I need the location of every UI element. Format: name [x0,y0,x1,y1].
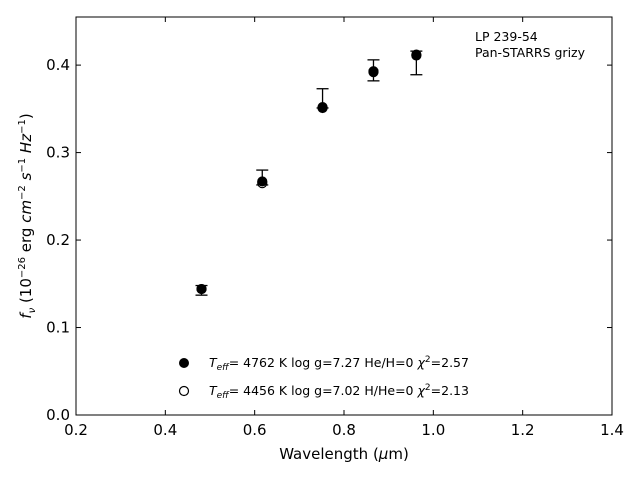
legend: Teff= 4762 K log g=7.27 He/H=0 χ2=2.57 T… [178,355,469,401]
legend-0-comp: He/H=0 [364,355,413,370]
model-point-filled [257,176,268,187]
x-tick-label: 1.2 [511,421,535,439]
legend-0-teff: 4762 K [243,355,288,370]
annotation-star-name: LP 239-54 [475,29,538,44]
model-point-filled [411,49,422,60]
model-point-filled [317,101,328,113]
legend-open-circle-marker [178,385,190,397]
legend-0-chi2: 2.57 [441,355,469,370]
data-points [196,49,422,295]
x-tick-label: 1.0 [421,421,445,439]
y-tick-label: 0.1 [46,319,70,337]
legend-entry-0: Teff= 4762 K log g=7.27 He/H=0 χ2=2.57 [209,355,469,373]
legend-1-chi2: 2.13 [441,383,469,398]
annotation-survey: Pan-STARRS grizy [475,45,586,60]
legend-filled-circle-marker [179,358,189,368]
x-axis-title: Wavelength (μm) [279,445,409,463]
error-bars [195,50,423,296]
x-tick-label: 0.8 [332,421,356,439]
model-point-filled [196,283,207,295]
x-tick-label: 0.4 [153,421,177,439]
y-tick-label: 0.4 [46,56,70,74]
legend-entry-1: Teff= 4456 K log g=7.02 H/He=0 χ2=2.13 [209,383,469,401]
y-tick-label: 0.0 [46,406,70,424]
y-tick-label: 0.2 [46,231,70,249]
x-axis: 0.2 0.4 0.6 0.8 1.0 1.2 1.4 [64,17,624,439]
x-tick-label: 0.6 [243,421,267,439]
y-axis: 0.0 0.1 0.2 0.3 0.4 [46,56,612,424]
x-tick-label: 1.4 [600,421,624,439]
legend-0-logg: log g=7.27 [291,355,360,370]
x-tick-label: 0.2 [64,421,88,439]
legend-1-logg: log g=7.02 [291,383,360,398]
model-point-filled [368,66,379,77]
legend-1-comp: H/He=0 [364,383,413,398]
legend-1-teff: 4456 K [243,383,288,398]
y-tick-label: 0.3 [46,144,70,162]
y-axis-title: fν (10−26 erg cm−2 s−1 Hz−1) [17,113,38,318]
